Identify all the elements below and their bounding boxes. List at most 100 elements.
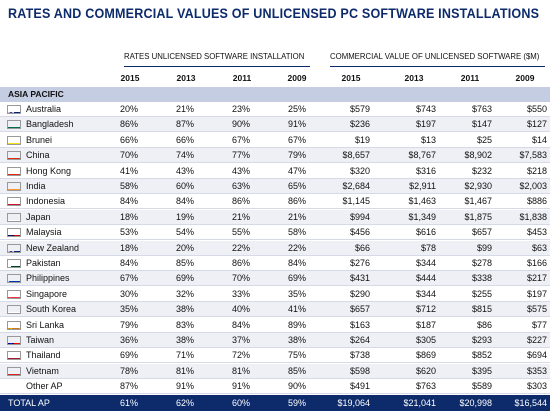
- value-cell: $1,875: [464, 211, 492, 222]
- rate-cell: 87%: [175, 119, 194, 130]
- total-value-cell: $20,998: [459, 398, 492, 408]
- rate-cell: 43%: [231, 165, 250, 176]
- row-divider: [0, 177, 550, 179]
- value-cell: $620: [415, 365, 436, 376]
- value-cell: $197: [526, 288, 547, 299]
- total-rate-cell: 60%: [231, 398, 250, 408]
- rate-cell: 85%: [175, 258, 194, 268]
- rates-year-header: 2011: [232, 73, 252, 83]
- value-cell: $217: [526, 273, 547, 284]
- country-name: Vietnam: [26, 365, 59, 376]
- rate-cell: 90%: [231, 119, 250, 130]
- rate-cell: 37%: [231, 335, 250, 345]
- value-cell: $13: [420, 134, 436, 145]
- value-cell: $589: [471, 381, 492, 392]
- value-cell: $320: [349, 165, 370, 176]
- rate-cell: 71%: [175, 350, 194, 361]
- rates-year-header: 2015: [120, 73, 140, 83]
- value-cell: $344: [415, 288, 436, 299]
- china-flag-icon: [7, 151, 21, 161]
- region-band: ASIA PACIFIC: [0, 87, 550, 102]
- south-korea-flag-icon: [7, 305, 21, 315]
- rate-cell: 91%: [287, 119, 306, 130]
- value-cell: $852: [471, 350, 492, 361]
- country-row: Pakistan 84% 85% 86% 84% $276 $344 $278 $166: [0, 256, 550, 271]
- taiwan-flag-icon: [7, 336, 21, 345]
- country-name: Sri Lanka: [26, 319, 65, 330]
- value-cell: $763: [471, 104, 492, 114]
- value-cell: $166: [526, 258, 547, 268]
- rate-cell: 43%: [175, 165, 194, 176]
- value-cell: $8,767: [408, 150, 436, 161]
- country-row: Philippines 67% 69% 70% 69% $431 $444 $338 $217: [0, 271, 550, 287]
- country-name: Malaysia: [26, 227, 62, 238]
- rate-cell: 86%: [231, 258, 250, 268]
- total-row: TOTAL AP 61% 62% 60% 59% $19,064 $21,041…: [0, 395, 550, 411]
- value-cell: $657: [471, 227, 492, 238]
- country-name: Philippines: [26, 273, 70, 284]
- value-cell: $77: [531, 319, 547, 330]
- brunei-flag-icon: [7, 135, 21, 145]
- rate-cell: 86%: [231, 196, 250, 207]
- rates-year-header: 2013: [176, 73, 196, 83]
- rate-cell: 81%: [175, 365, 194, 376]
- row-divider: [0, 254, 550, 256]
- rates-group-rule: [124, 66, 310, 67]
- row-divider: [0, 300, 550, 302]
- value-cell: $2,930: [464, 181, 492, 191]
- value-cell: $738: [349, 350, 370, 361]
- row-divider: [0, 193, 550, 194]
- total-value-cell: $21,041: [403, 398, 436, 408]
- rate-cell: 87%: [119, 381, 138, 392]
- value-cell: $278: [471, 258, 492, 268]
- values-group-header: COMMERCIAL VALUE OF UNLICENSED SOFTWARE …: [330, 52, 540, 61]
- value-cell: $1,463: [408, 196, 436, 207]
- value-cell: $344: [415, 258, 436, 268]
- value-cell: $218: [526, 165, 547, 176]
- rate-cell: 69%: [175, 273, 194, 284]
- value-cell: $456: [349, 227, 370, 238]
- value-cell: $1,467: [464, 196, 492, 207]
- value-cell: $579: [349, 104, 370, 114]
- values-group-rule: [330, 66, 545, 67]
- rate-cell: 70%: [119, 150, 138, 161]
- rate-cell: 67%: [119, 273, 138, 284]
- rate-cell: 86%: [287, 196, 306, 207]
- rate-cell: 66%: [119, 134, 138, 145]
- row-divider: [0, 331, 550, 333]
- value-cell: $7,583: [519, 150, 547, 161]
- rate-cell: 72%: [231, 350, 250, 361]
- row-divider: [0, 116, 550, 117]
- new-zealand-flag-icon: [7, 243, 21, 253]
- rate-cell: 63%: [231, 181, 250, 191]
- country-name: Bangladesh: [26, 119, 74, 130]
- philippines-flag-icon: [7, 274, 21, 284]
- rate-cell: 54%: [175, 227, 194, 238]
- value-cell: $86: [476, 319, 492, 330]
- rate-cell: 38%: [287, 335, 306, 345]
- rate-cell: 36%: [119, 335, 138, 345]
- country-row: New Zealand 18% 20% 22% 22% $66 $78 $99 $63: [0, 240, 550, 256]
- country-name: Pakistan: [26, 258, 61, 268]
- total-value-cell: $19,064: [337, 398, 370, 408]
- rate-cell: 81%: [231, 365, 250, 376]
- value-cell: $444: [415, 273, 436, 284]
- country-row: Brunei 66% 66% 67% 67% $19 $13 $25 $14: [0, 133, 550, 148]
- value-cell: $453: [526, 227, 547, 238]
- rate-cell: 74%: [175, 150, 194, 161]
- rate-cell: 65%: [287, 181, 306, 191]
- japan-flag-icon: [7, 212, 21, 222]
- country-name: Brunei: [26, 134, 53, 145]
- australia-flag-icon: [7, 105, 21, 114]
- country-name: Japan: [26, 211, 51, 222]
- value-cell: $2,911: [409, 181, 436, 191]
- hong-kong-flag-icon: [7, 166, 21, 176]
- rate-cell: 21%: [175, 104, 194, 114]
- value-cell: $25: [476, 134, 492, 145]
- rates-group-header: RATES UNLICENSED SOFTWARE INSTALLATION: [124, 52, 305, 61]
- rates-year-header: 2009: [287, 73, 307, 83]
- value-cell: $99: [476, 242, 492, 253]
- value-cell: $293: [471, 335, 492, 345]
- indonesia-flag-icon: [7, 197, 21, 207]
- singapore-flag-icon: [7, 289, 21, 299]
